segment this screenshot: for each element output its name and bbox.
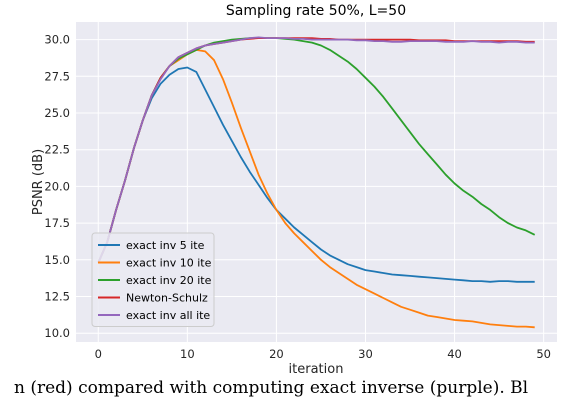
series-lines bbox=[97, 36, 536, 329]
y-tick-label: 10.0 bbox=[44, 326, 70, 340]
legend-entry: exact inv all ite bbox=[126, 309, 210, 322]
y-tick-label: 17.5 bbox=[44, 216, 70, 230]
x-tick-label: 10 bbox=[180, 347, 195, 361]
figure-caption: n (red) compared with computing exact in… bbox=[14, 378, 529, 398]
legend-entry: Newton-Schulz bbox=[126, 292, 208, 305]
legend-box bbox=[91, 232, 215, 327]
x-tick-labels: 0 10 20 30 40 50 bbox=[95, 347, 551, 361]
legend-entry: exact inv 10 ite bbox=[126, 257, 212, 270]
psnr-line-chart: 0 10 20 30 40 50 10.0 12.5 15.0 17.5 20.0 22.5 25.0… bbox=[31, 3, 557, 377]
series-line-exact-inv-5-ite bbox=[97, 66, 535, 283]
x-axis-label: iteration bbox=[289, 362, 344, 377]
y-tick-label: 27.5 bbox=[44, 69, 70, 83]
y-tick-label: 20.0 bbox=[44, 179, 70, 193]
series-line-exact-inv-all-ite bbox=[97, 36, 535, 264]
y-tick-label: 30.0 bbox=[44, 33, 70, 47]
x-tick-label: 20 bbox=[269, 347, 284, 361]
chart-title: Sampling rate 50%, L=50 bbox=[226, 3, 406, 19]
y-tick-label: 12.5 bbox=[44, 289, 70, 303]
y-axis-label: PSNR (dB) bbox=[31, 149, 46, 215]
y-tick-label: 15.0 bbox=[44, 253, 70, 267]
y-tick-labels: 10.0 12.5 15.0 17.5 20.0 22.5 25.0 27.5 30.0 bbox=[44, 33, 70, 341]
x-tick-label: 0 bbox=[95, 347, 102, 361]
x-tick-label: 50 bbox=[536, 347, 551, 361]
legend-entry: exact inv 20 ite bbox=[126, 274, 212, 287]
legend: exact inv 5 ite exact inv 10 ite exact inv… bbox=[91, 232, 215, 327]
x-tick-label: 30 bbox=[358, 347, 373, 361]
legend-entry: exact inv 5 ite bbox=[126, 239, 205, 252]
x-tick-label: 40 bbox=[447, 347, 462, 361]
y-tick-label: 22.5 bbox=[44, 143, 70, 157]
y-tick-label: 25.0 bbox=[44, 106, 70, 120]
